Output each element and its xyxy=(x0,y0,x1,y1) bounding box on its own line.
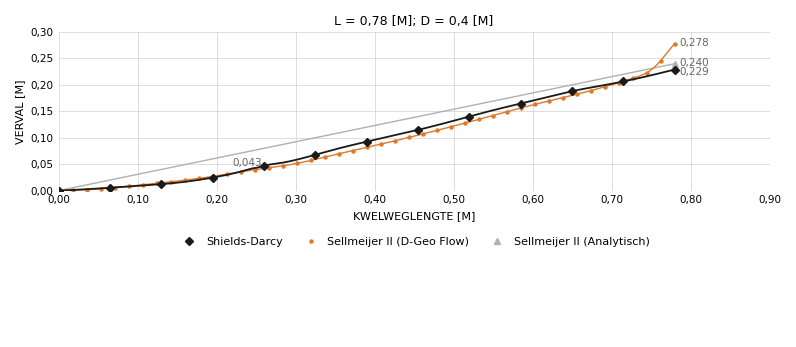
Y-axis label: VERVAL [M]: VERVAL [M] xyxy=(15,79,25,144)
Sellmeijer II (D-Geo Flow) xyxy=(656,59,665,63)
Legend: Shields-Darcy, Sellmeijer II (D-Geo Flow), Sellmeijer II (Analytisch): Shields-Darcy, Sellmeijer II (D-Geo Flow… xyxy=(174,233,654,252)
Shields-Darcy xyxy=(568,89,577,93)
Shields-Darcy xyxy=(259,164,269,168)
Sellmeijer II (D-Geo Flow) xyxy=(193,176,203,180)
Shields-Darcy xyxy=(310,153,320,157)
Sellmeijer II (D-Geo Flow) xyxy=(250,168,259,172)
Sellmeijer II (D-Geo Flow) xyxy=(180,178,189,182)
Sellmeijer II (D-Geo Flow) xyxy=(502,110,512,114)
Shields-Darcy xyxy=(105,186,115,190)
Sellmeijer II (D-Geo Flow) xyxy=(306,158,315,162)
Sellmeijer II (D-Geo Flow) xyxy=(488,113,498,118)
Sellmeijer II (D-Geo Flow) xyxy=(68,188,77,192)
Shields-Darcy xyxy=(413,128,423,132)
Sellmeijer II (D-Geo Flow) xyxy=(278,164,287,168)
Text: 0,043: 0,043 xyxy=(232,158,262,168)
Sellmeijer II (D-Geo Flow) xyxy=(446,125,455,129)
Shields-Darcy xyxy=(362,139,372,144)
Sellmeijer II (D-Geo Flow) xyxy=(376,142,385,146)
Sellmeijer II (D-Geo Flow) xyxy=(432,128,442,133)
Shields-Darcy xyxy=(208,176,217,180)
Line: Sellmeijer II (D-Geo Flow): Sellmeijer II (D-Geo Flow) xyxy=(57,42,677,192)
Sellmeijer II (D-Geo Flow) xyxy=(670,42,680,46)
Sellmeijer II (D-Geo Flow) xyxy=(586,88,595,93)
Sellmeijer II (D-Geo Flow) xyxy=(558,95,568,100)
Sellmeijer II (D-Geo Flow) xyxy=(124,184,134,188)
Sellmeijer II (D-Geo Flow) xyxy=(110,186,119,190)
Text: 0,229: 0,229 xyxy=(680,67,709,77)
Sellmeijer II (D-Geo Flow) xyxy=(530,102,540,107)
Sellmeijer II (D-Geo Flow) xyxy=(236,170,245,174)
Sellmeijer II (D-Geo Flow) xyxy=(614,81,623,85)
Sellmeijer II (D-Geo Flow) xyxy=(628,76,638,81)
Sellmeijer II (D-Geo Flow) xyxy=(390,139,400,143)
Sellmeijer II (D-Geo Flow) xyxy=(600,85,610,89)
Sellmeijer II (D-Geo Flow) xyxy=(96,187,105,191)
Sellmeijer II (D-Geo Flow) xyxy=(334,152,343,156)
Sellmeijer II (D-Geo Flow) xyxy=(263,166,273,170)
Sellmeijer II (D-Geo Flow) xyxy=(54,188,64,193)
Sellmeijer II (D-Geo Flow) xyxy=(418,132,427,136)
Sellmeijer II (D-Geo Flow) xyxy=(208,174,217,178)
Shields-Darcy xyxy=(670,67,680,71)
Shields-Darcy xyxy=(157,182,166,186)
Sellmeijer II (D-Geo Flow) xyxy=(362,145,372,150)
Shields-Darcy xyxy=(54,188,64,193)
Sellmeijer II (D-Geo Flow) xyxy=(572,92,581,96)
X-axis label: KWELWEGLENGTE [M]: KWELWEGLENGTE [M] xyxy=(353,211,475,221)
Sellmeijer II (D-Geo Flow) xyxy=(474,117,483,121)
Text: 0,240: 0,240 xyxy=(680,58,709,68)
Shields-Darcy xyxy=(516,101,525,105)
Sellmeijer II (D-Geo Flow) xyxy=(348,149,357,153)
Line: Shields-Darcy: Shields-Darcy xyxy=(56,67,677,193)
Sellmeijer II (D-Geo Flow) xyxy=(544,99,553,103)
Shields-Darcy xyxy=(618,79,628,84)
Sellmeijer II (D-Geo Flow) xyxy=(460,121,470,125)
Title: L = 0,78 [M]; D = 0,4 [M]: L = 0,78 [M]; D = 0,4 [M] xyxy=(334,15,494,28)
Sellmeijer II (D-Geo Flow) xyxy=(320,155,330,159)
Sellmeijer II (D-Geo Flow) xyxy=(152,181,162,185)
Sellmeijer II (D-Geo Flow) xyxy=(516,106,525,110)
Sellmeijer II (D-Geo Flow) xyxy=(166,180,175,184)
Sellmeijer II (D-Geo Flow) xyxy=(642,71,651,75)
Shields-Darcy xyxy=(465,115,474,119)
Sellmeijer II (D-Geo Flow) xyxy=(292,161,302,166)
Sellmeijer II (D-Geo Flow) xyxy=(404,135,413,139)
Sellmeijer II (D-Geo Flow) xyxy=(222,172,232,176)
Sellmeijer II (D-Geo Flow) xyxy=(82,188,92,192)
Text: 0,278: 0,278 xyxy=(680,38,709,48)
Sellmeijer II (D-Geo Flow) xyxy=(138,183,147,187)
